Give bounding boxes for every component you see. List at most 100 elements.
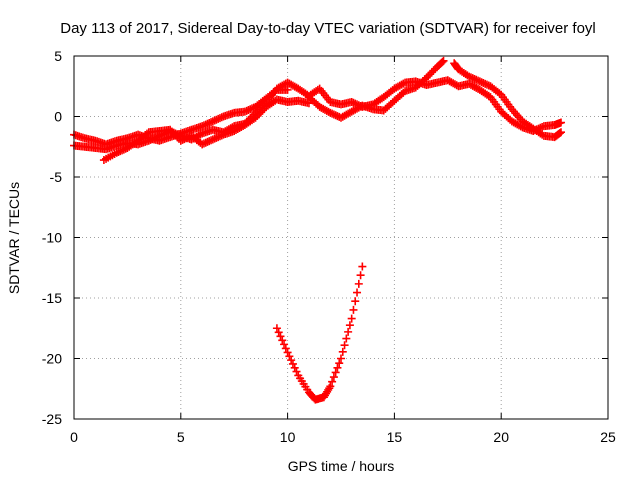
data-point bbox=[466, 73, 475, 82]
data-point bbox=[207, 136, 216, 145]
data-point bbox=[495, 89, 504, 98]
data-point bbox=[244, 106, 253, 115]
data-point bbox=[208, 117, 217, 126]
data-point bbox=[256, 108, 265, 117]
data-point bbox=[144, 136, 153, 145]
grid bbox=[73, 55, 609, 420]
data-point bbox=[210, 134, 219, 143]
data-point bbox=[178, 135, 187, 144]
data-point bbox=[281, 344, 290, 353]
data-point bbox=[484, 91, 493, 100]
data-point bbox=[203, 137, 212, 146]
data-point bbox=[180, 135, 189, 144]
data-point bbox=[278, 336, 287, 345]
data-point bbox=[326, 382, 335, 391]
data-point bbox=[199, 139, 208, 148]
data-point bbox=[349, 305, 358, 314]
x-tick-label: 10 bbox=[280, 429, 296, 445]
data-point bbox=[248, 104, 256, 113]
data-point bbox=[217, 113, 226, 122]
data-point bbox=[353, 288, 362, 297]
x-tick-label: 25 bbox=[600, 429, 616, 445]
data-point bbox=[203, 119, 212, 128]
data-point bbox=[479, 79, 488, 88]
data-point bbox=[283, 85, 292, 94]
data-point bbox=[212, 115, 221, 124]
x-tick-label: 15 bbox=[387, 429, 403, 445]
data-point bbox=[481, 79, 490, 88]
data-point bbox=[255, 110, 264, 119]
data-point bbox=[439, 56, 448, 65]
data-point bbox=[253, 111, 262, 120]
data-point bbox=[356, 271, 365, 280]
data-point bbox=[340, 341, 349, 350]
data-point bbox=[171, 131, 180, 140]
data-point bbox=[349, 98, 358, 107]
y-tick-label: -20 bbox=[42, 351, 62, 367]
data-point bbox=[337, 354, 345, 363]
series-track bbox=[70, 85, 292, 149]
data-point bbox=[557, 128, 566, 137]
data-point bbox=[399, 79, 408, 88]
data-point bbox=[338, 347, 347, 356]
data-point bbox=[344, 327, 353, 336]
data-point bbox=[538, 122, 547, 131]
data-point bbox=[347, 314, 356, 323]
data-point bbox=[313, 85, 322, 94]
series-track bbox=[272, 262, 367, 404]
data-point bbox=[201, 138, 210, 147]
data-point bbox=[347, 97, 356, 106]
data-point bbox=[251, 113, 260, 122]
data-point bbox=[429, 66, 438, 75]
data-point bbox=[335, 359, 344, 368]
data-point bbox=[119, 145, 128, 154]
data-point bbox=[182, 134, 191, 143]
data-point bbox=[116, 147, 125, 156]
data-point bbox=[217, 131, 226, 140]
series-track bbox=[450, 59, 566, 142]
data-point bbox=[242, 106, 251, 115]
data-point bbox=[424, 71, 433, 80]
data-point bbox=[475, 77, 484, 86]
y-tick-label: -25 bbox=[42, 411, 62, 427]
data-point bbox=[333, 363, 342, 372]
data-point bbox=[465, 72, 474, 81]
data-point bbox=[288, 359, 297, 368]
data-point bbox=[142, 129, 151, 138]
data-point bbox=[283, 348, 292, 357]
data-point bbox=[285, 352, 294, 361]
data-point bbox=[354, 279, 363, 288]
data-point bbox=[114, 147, 123, 156]
data-point bbox=[290, 363, 299, 372]
data-point bbox=[196, 130, 205, 139]
data-point bbox=[169, 129, 178, 138]
data-point bbox=[198, 122, 207, 131]
chart-title: Day 113 of 2017, Sidereal Day-to-day VTE… bbox=[60, 20, 596, 37]
data-point bbox=[326, 108, 335, 117]
data-point bbox=[331, 368, 340, 377]
data-point bbox=[146, 135, 155, 144]
data-point bbox=[538, 130, 547, 139]
data-point bbox=[214, 133, 223, 142]
data-point bbox=[167, 127, 176, 136]
data-point bbox=[210, 116, 219, 125]
data-point bbox=[342, 334, 351, 343]
data-point bbox=[208, 135, 217, 144]
data-point bbox=[426, 70, 434, 79]
data-point bbox=[557, 118, 566, 127]
data-point bbox=[258, 106, 267, 115]
y-tick-label: -15 bbox=[42, 290, 62, 306]
data-point bbox=[112, 148, 121, 157]
data-point bbox=[292, 367, 301, 376]
data-point bbox=[422, 73, 431, 82]
data-point bbox=[358, 262, 367, 271]
tick-labels: 0 5 10 15 20 25 5 0 -5 -10 -15 -20 -25 bbox=[42, 48, 616, 445]
data-point bbox=[274, 328, 283, 337]
data-point bbox=[328, 109, 337, 118]
data-point bbox=[280, 340, 289, 349]
data-point bbox=[212, 133, 221, 142]
x-tick-label: 0 bbox=[70, 429, 78, 445]
data-point bbox=[325, 384, 334, 393]
data-point bbox=[287, 356, 296, 365]
